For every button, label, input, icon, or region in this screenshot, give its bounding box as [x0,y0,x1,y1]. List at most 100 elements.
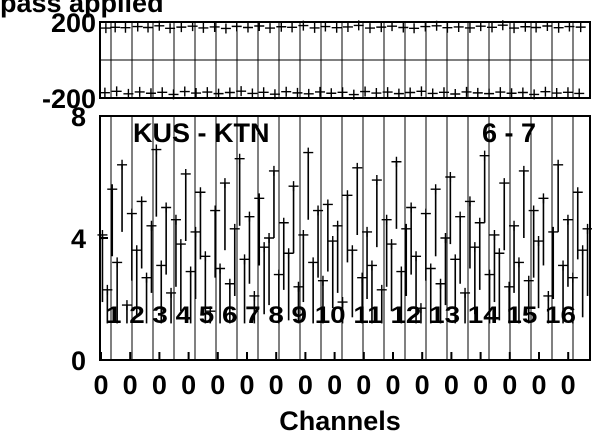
x-tick-label: 0 [561,370,576,400]
phase-point [342,21,353,32]
x-tick-label: 0 [502,370,517,400]
phase-point [484,88,495,99]
amp-point [185,266,196,277]
amp-point [268,165,279,176]
amp-point [219,178,230,189]
x-tick-label: 0 [415,370,430,400]
phase-point [254,20,265,31]
x-tick-label: 0 [210,370,225,400]
amp-point [273,269,284,280]
phase-point [562,87,573,98]
phase-point [265,23,276,34]
amp-point [523,275,534,286]
amp-point [386,239,397,250]
amp-point [112,257,123,268]
amp-point [538,193,549,204]
amp-point [327,236,338,247]
phase-point [179,86,190,97]
amp-point [210,205,221,216]
amp-point [117,159,128,170]
amp-point [97,229,108,240]
amp-point [313,205,324,216]
amp-point [577,245,588,256]
amp-point [244,211,255,222]
phase-point [431,20,442,31]
phase-point [497,20,508,31]
phase-point [442,22,453,33]
phase-point [187,21,198,32]
phase-point [315,86,326,97]
amp-point [513,257,524,268]
chart-title: pass applied [0,0,164,18]
phase-point [520,21,531,32]
amp-point [572,187,583,198]
amp-point [567,272,578,283]
phase-point [145,88,156,99]
amp-point [381,214,392,225]
phase-point [393,88,404,99]
amp-y-tick-label: 4 [71,224,86,254]
phase-point [231,21,242,32]
phase-point [326,88,337,99]
phase-point [398,22,409,33]
phase-point [531,22,542,33]
phase-point [553,22,564,33]
amp-point [543,290,554,301]
amp-point [484,269,495,280]
amp-point [562,214,573,225]
phase-point [472,87,483,98]
spectral-window-label: 6 - 7 [482,118,536,148]
amp-point [406,202,417,213]
amp-point [264,233,275,243]
amp-point [102,284,113,295]
amp-point [161,202,172,213]
phase-point [574,88,585,99]
phase-point [120,22,131,33]
phase-point [165,23,176,34]
amp-point [489,229,500,240]
amp-point [259,242,270,253]
x-tick-label: 0 [93,370,108,400]
phase-point [495,87,506,98]
phase-point [191,88,202,99]
amp-point [205,306,216,317]
amp-point [254,193,265,204]
phase-point [220,23,231,34]
amp-point [229,223,240,234]
phase-y-tick-label: -200 [42,84,96,114]
amp-point [464,196,475,207]
phase-point [320,21,331,32]
amp-point [141,272,152,283]
amp-point [415,303,426,314]
phase-point [247,88,258,99]
phase-point [292,87,303,98]
amp-point [362,226,373,237]
amp-point [553,159,564,170]
phase-point [438,87,449,98]
phase-point [110,22,121,33]
phase-point [409,23,420,34]
phase-point [475,21,486,32]
x-tick-label: 0 [269,370,284,400]
amp-point [175,239,186,250]
plot-annotations: KUS - KTN 6 - 7 1 2 3 4 5 6 7 8 9 10 11 … [106,118,576,329]
phase-point [364,23,375,34]
phase-point [303,88,314,99]
amp-point [146,220,157,231]
amp-point [411,251,422,262]
amp-point [215,263,226,274]
amp-point [474,217,485,228]
amp-point [450,254,461,265]
phase-point [487,22,497,33]
amp-point [518,165,529,176]
amp-point [126,208,137,219]
phase-point [111,86,122,97]
amp-point [479,150,490,161]
amp-point [337,297,348,308]
phase-point [382,87,393,98]
x-tick-label: 0 [123,370,138,400]
phase-point [309,22,320,33]
amp-point [170,214,181,225]
phase-point [198,22,209,33]
amp-point [121,300,132,311]
